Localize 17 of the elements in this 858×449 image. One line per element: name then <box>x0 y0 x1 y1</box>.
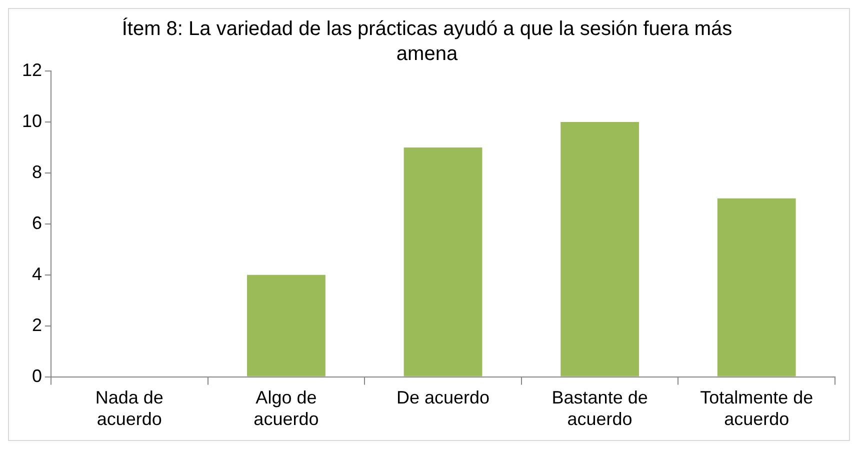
y-tick-label: 2 <box>32 314 42 335</box>
y-tick-label: 4 <box>32 264 42 284</box>
bar <box>404 147 482 376</box>
chart-title: Ítem 8: La variedad de las prácticas ayudó a que la sesión fuera más amena <box>122 17 732 66</box>
x-tick-label: De acuerdo <box>396 388 490 408</box>
bar <box>560 122 640 376</box>
y-tick-label: 0 <box>32 366 42 386</box>
x-tick-label: Algo de acuerdo <box>254 388 319 430</box>
x-tick-label: Totalmente de acuerdo <box>700 388 814 430</box>
x-tick-label: Nada de acuerdo <box>95 388 164 430</box>
y-tick-label: 12 <box>22 60 42 80</box>
x-tick-label: Bastante de acuerdo <box>552 388 648 430</box>
y-tick-label: 6 <box>32 212 42 233</box>
bar <box>717 198 796 376</box>
y-tick-label: 10 <box>22 110 42 131</box>
y-tick-label: 8 <box>32 162 42 182</box>
bar <box>247 274 326 376</box>
